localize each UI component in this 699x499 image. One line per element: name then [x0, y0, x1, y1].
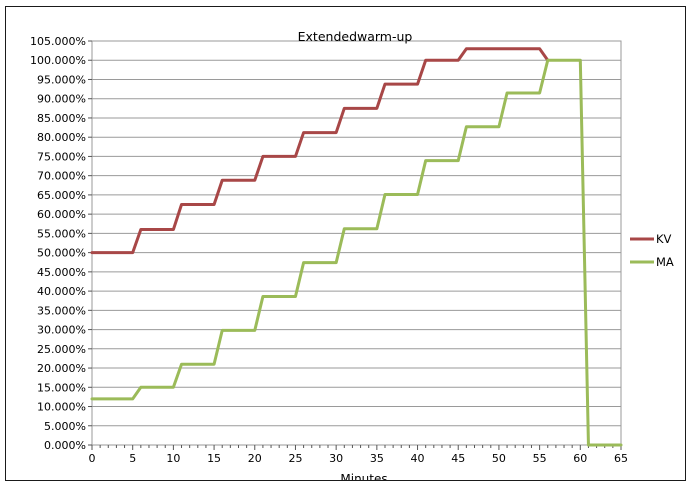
y-tick-label: 35.000%: [37, 304, 86, 317]
x-tick-label: 45: [451, 452, 465, 465]
y-tick-label: 95.000%: [37, 73, 86, 86]
y-tick-label: 100.000%: [30, 54, 86, 67]
chart-frame: 0.000% 5.000% 10.000% 15.000% 20.000% 25.000%…: [5, 6, 686, 481]
legend: KV MA: [630, 232, 674, 269]
plot-area: [91, 40, 622, 446]
x-tick-label: 30: [329, 452, 343, 465]
x-tick-label: 0: [89, 452, 96, 465]
y-tick-label: 85.000%: [37, 112, 86, 125]
chart-title: Extendedwarm-up: [298, 29, 413, 44]
y-tick-label: 55.000%: [37, 227, 86, 240]
y-tick-label: 65.000%: [37, 189, 86, 202]
y-tick-label: 70.000%: [37, 170, 86, 183]
series-line-ma: [90, 58, 623, 447]
series-lines: [90, 47, 623, 447]
legend-label-kv: KV: [656, 232, 672, 246]
x-tick-label: 50: [492, 452, 506, 465]
axes: 0.000% 5.000% 10.000% 15.000% 20.000% 25.000%…: [30, 35, 628, 465]
x-tick-label: 20: [248, 452, 262, 465]
x-tick-label: 35: [370, 452, 384, 465]
y-tick-label: 30.000%: [37, 324, 86, 337]
y-tick-label: 40.000%: [37, 285, 86, 298]
y-tick-label: 0.000%: [44, 439, 86, 452]
grid: [91, 40, 622, 446]
y-tick-label: 80.000%: [37, 131, 86, 144]
y-tick-label: 25.000%: [37, 343, 86, 356]
y-tick-label: 60.000%: [37, 208, 86, 221]
y-tick-label: 75.000%: [37, 150, 86, 163]
y-tick-label: 10.000%: [37, 401, 86, 414]
x-tick-label: 10: [166, 452, 180, 465]
x-tick-label: 25: [288, 452, 302, 465]
y-tick-label: 90.000%: [37, 93, 86, 106]
y-tick-label: 45.000%: [37, 266, 86, 279]
x-tick-label: 40: [411, 452, 425, 465]
y-tick-label: 15.000%: [37, 381, 86, 394]
y-tick-label: 105.000%: [30, 35, 86, 48]
x-tick-label: 65: [614, 452, 628, 465]
y-tick-label: 20.000%: [37, 362, 86, 375]
y-tick-label: 50.000%: [37, 247, 86, 260]
series-line-kv: [90, 47, 550, 255]
y-tick-label: 5.000%: [44, 420, 86, 433]
legend-label-ma: MA: [656, 255, 674, 269]
x-tick-label: 5: [129, 452, 136, 465]
x-axis-label: Minutes: [340, 472, 387, 480]
x-tick-label: 55: [533, 452, 547, 465]
x-tick-label: 60: [573, 452, 587, 465]
chart: 0.000% 5.000% 10.000% 15.000% 20.000% 25.000%…: [30, 29, 674, 480]
x-tick-label: 15: [207, 452, 221, 465]
